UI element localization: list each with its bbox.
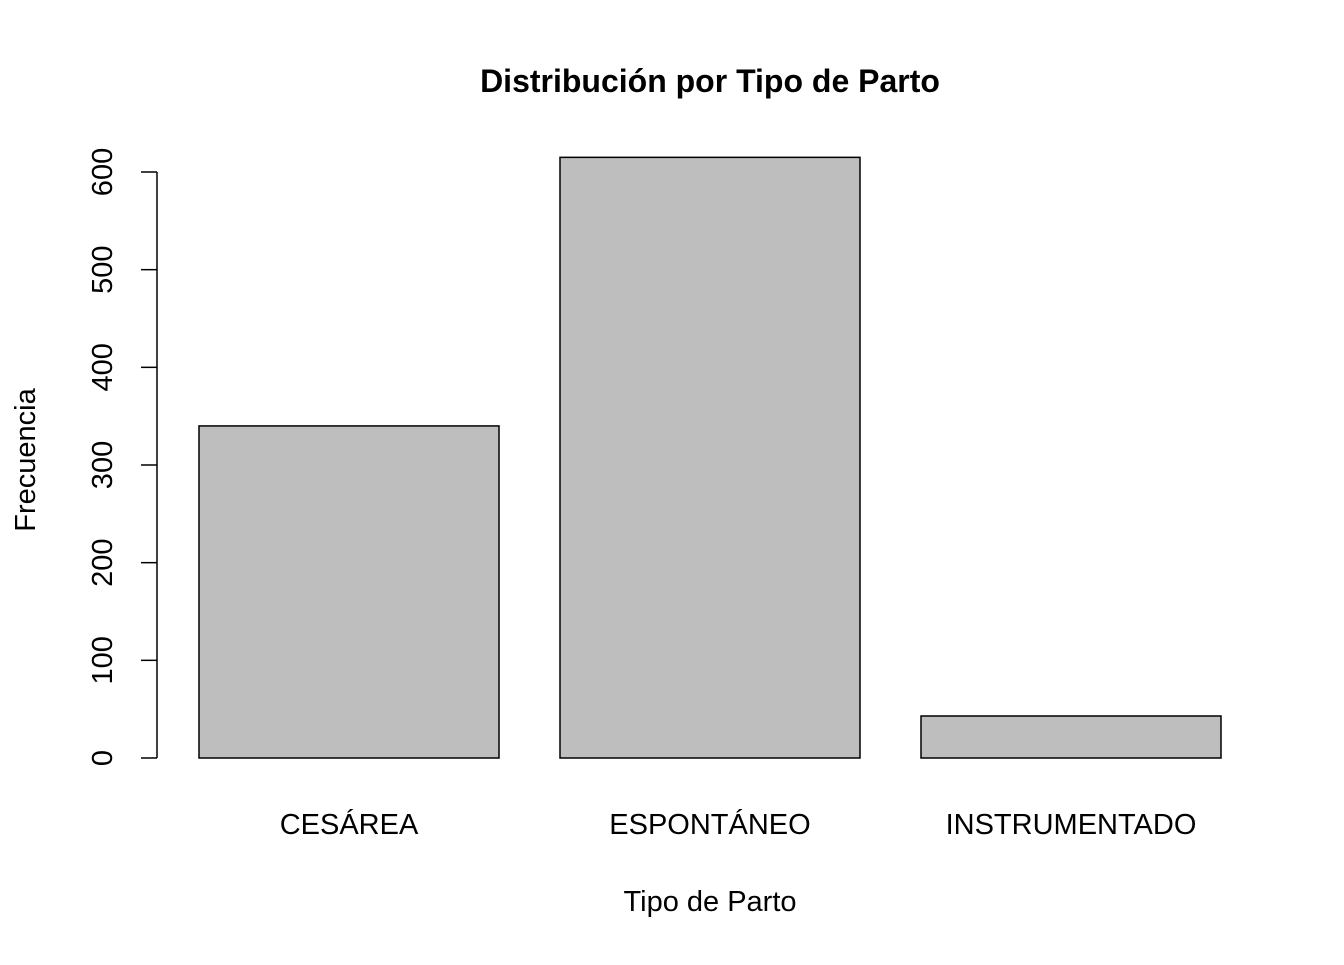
y-tick-label: 200: [87, 538, 119, 586]
x-tick-labels: CESÁREA ESPONTÁNEO INSTRUMENTADO: [280, 808, 1197, 841]
y-tick-label: 100: [87, 636, 119, 684]
x-tick-label: ESPONTÁNEO: [609, 808, 810, 841]
bars-group: [198, 156, 1222, 759]
x-axis-label: Tipo de Parto: [623, 886, 796, 918]
chart-title: Distribución por Tipo de Parto: [480, 63, 940, 99]
bar-espontáneo: [559, 156, 861, 759]
x-tick-label: CESÁREA: [280, 808, 419, 841]
x-tick-label: INSTRUMENTADO: [946, 809, 1197, 841]
y-tick-label: 500: [87, 245, 119, 293]
y-tick-label: 0: [87, 750, 119, 766]
y-tick-label: 300: [87, 441, 119, 489]
y-axis-label: Frecuencia: [10, 387, 42, 531]
y-tick-label: 600: [87, 148, 119, 196]
y-axis: 0 100 200 300 400 500 600: [87, 148, 158, 766]
bar-instrumentado: [920, 715, 1222, 759]
y-tick-label: 400: [87, 343, 119, 391]
bar-cesárea: [198, 425, 500, 759]
